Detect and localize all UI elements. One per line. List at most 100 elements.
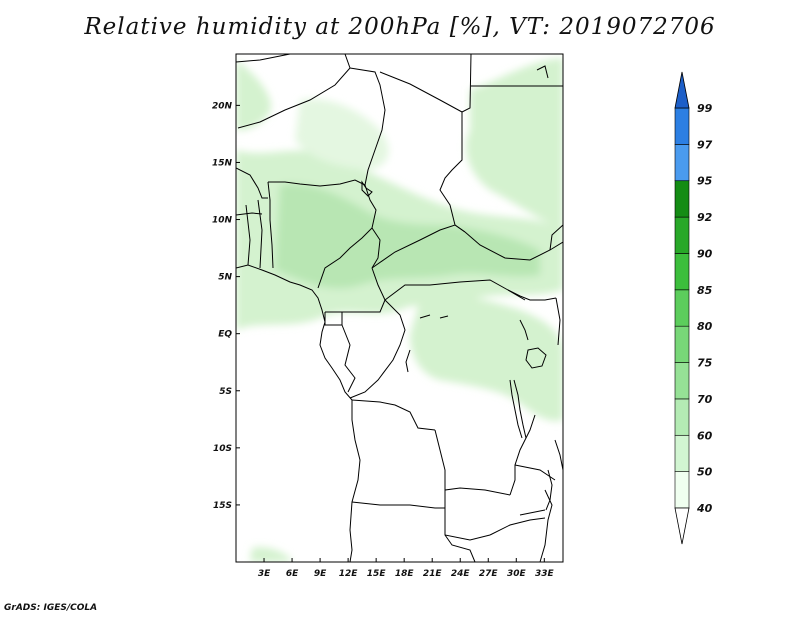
lat-tick-label: 5N	[218, 273, 232, 283]
colorbar-arrow-low	[674, 507, 690, 545]
border-congo-drc	[349, 299, 406, 399]
colorbar-label: 92	[697, 211, 713, 224]
lon-tick-label: 33E	[535, 569, 555, 579]
humidity-field	[236, 58, 563, 562]
border-zambia-zimbabwe	[489, 517, 546, 536]
border-libya-chad-north	[379, 54, 472, 113]
lat-tick-label: EQ	[218, 330, 232, 340]
longitude-ticks: 3E 6E 9E 12E 15E 18E 21E 24E 27E 30E 33E	[258, 558, 555, 579]
lat-tick-label: 20N	[212, 101, 233, 111]
colorbar-segment	[674, 398, 690, 436]
border-drc-angola-east	[434, 429, 511, 496]
colorbar-label: 85	[697, 284, 713, 297]
map-title: Relative humidity at 200hPa [%], VT: 201…	[84, 14, 716, 40]
colorbar-segment	[674, 434, 690, 472]
coastline-west-africa	[236, 264, 361, 562]
border-angola-zambia	[444, 490, 491, 541]
lake-victoria	[525, 347, 547, 369]
humidity-area-sahel-north	[295, 99, 389, 170]
map-frame	[235, 53, 564, 563]
border-south-sudan-drc	[507, 289, 557, 301]
colorbar-segment	[674, 362, 690, 400]
lat-tick-label: 10N	[212, 216, 233, 226]
humidity-area-central-dense	[275, 184, 540, 289]
border-angola-namibia	[351, 501, 445, 509]
colorbar-arrow-high	[674, 71, 690, 109]
river-mark-north	[419, 314, 449, 319]
lon-tick-label: 18E	[395, 569, 415, 579]
lake-albert	[519, 319, 529, 341]
colorbar-segment	[674, 107, 690, 145]
colorbar-label: 75	[697, 357, 713, 370]
congo-river-mark	[405, 349, 411, 373]
border-chad-car	[371, 224, 466, 269]
border-niger-nigeria	[268, 179, 366, 187]
lat-tick-label: 15S	[213, 501, 232, 511]
colorbar-label: 50	[697, 466, 713, 479]
colorbar-segment	[674, 289, 690, 327]
lat-tick-label: 10S	[213, 444, 232, 454]
lake-tanganyika	[509, 379, 523, 439]
colorbar-segment	[674, 216, 690, 254]
colorbar-segment	[674, 325, 690, 363]
lon-tick-label: 27E	[479, 569, 499, 579]
border-sudan-south-sudan	[464, 231, 563, 261]
lon-tick-label: 15E	[367, 569, 387, 579]
nile-mark	[536, 65, 549, 79]
colorbar-label: 70	[697, 393, 713, 406]
colorbar-segment	[674, 253, 690, 291]
lon-tick-label: 3E	[258, 569, 271, 579]
credit-text: GrADS: IGES/COLA	[4, 603, 98, 613]
colorbar-segment	[674, 471, 690, 509]
border-south-sudan-ethiopia	[549, 224, 563, 251]
colorbar-segment	[674, 144, 690, 182]
lon-tick-label: 21E	[423, 569, 443, 579]
colorbar-label: 80	[697, 320, 713, 333]
border-chad-sudan	[439, 112, 466, 233]
border-benin-nigeria	[267, 181, 274, 269]
lake-kariba	[519, 509, 546, 516]
colorbar-label: 90	[697, 247, 713, 260]
country-boundaries	[236, 54, 563, 562]
lake-malawi	[545, 469, 553, 511]
lon-tick-label: 6E	[286, 569, 299, 579]
colorbar-label: 99	[697, 102, 713, 115]
lon-tick-label: 30E	[507, 569, 527, 579]
border-cameroon-congo	[325, 299, 386, 313]
border-eq-guinea	[324, 312, 343, 326]
colorbar: 40 50 60 70 75 80 85 90 92 95 97 99	[674, 71, 713, 545]
border-libya-niger-chad	[349, 67, 386, 186]
coastlines	[236, 65, 563, 562]
coastline-mozambique	[554, 439, 563, 471]
lake-tanganyika-east	[513, 379, 527, 439]
border-algeria-niger	[236, 54, 291, 63]
colorbar-label: 95	[697, 175, 713, 188]
humidity-area-northwest	[236, 60, 271, 130]
lat-tick-label: 5S	[219, 387, 232, 397]
lake-chad	[361, 180, 373, 197]
border-chad-cameroon	[371, 227, 381, 269]
humidity-area-northeast	[466, 58, 563, 230]
colorbar-label: 60	[697, 429, 713, 442]
lon-tick-label: 9E	[314, 569, 327, 579]
border-burkina-niger	[236, 167, 268, 199]
latitude-ticks: 20N 15N 10N 5N EQ 5S 10S 15S	[212, 101, 240, 511]
border-nigeria-cameroon	[317, 184, 377, 289]
humidity-area-east-congo	[410, 295, 563, 421]
colorbar-label: 97	[697, 138, 713, 151]
border-burkina-ghana	[236, 212, 263, 216]
colorbar-segment	[674, 180, 690, 218]
border-ghana-togo	[245, 204, 251, 266]
lon-tick-label: 12E	[339, 569, 359, 579]
border-uganda-kenya	[555, 297, 561, 346]
colorbar-label: 40	[696, 502, 713, 515]
border-cameroon-car	[371, 267, 386, 301]
border-namibia-botswana	[444, 534, 476, 562]
border-drc-angola-north	[351, 399, 436, 431]
border-benin-togo	[257, 199, 263, 269]
humidity-area-southwest-patch	[250, 547, 292, 562]
border-zambia-drc-east	[509, 414, 536, 496]
lon-tick-label: 24E	[451, 569, 471, 579]
border-gabon-congo	[341, 324, 356, 393]
